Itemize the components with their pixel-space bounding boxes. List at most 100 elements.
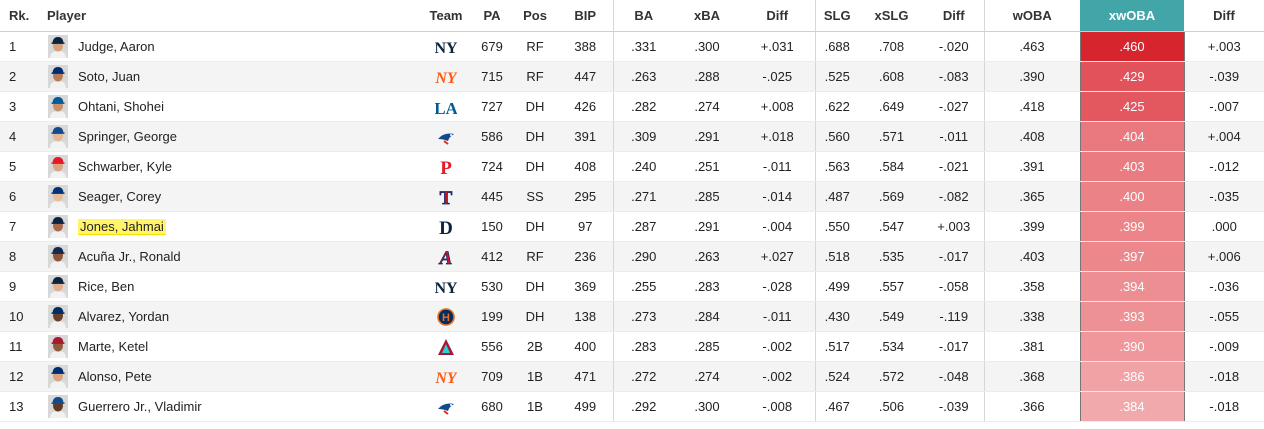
table-row[interactable]: 9 Rice, Ben NY 530 DH 369.255.283 -.028.499.55… [0, 271, 1264, 302]
player-name-link[interactable]: Alvarez, Yordan [78, 309, 170, 324]
table-row[interactable]: 5 Schwarber, Kyle P 724 DH 408.240.251 -.011.5… [0, 151, 1264, 182]
slg-cell: .518 [814, 241, 859, 272]
table-row[interactable]: 8 Acuña Jr., Ronald A 412 RF 236.290.263 +.027… [0, 241, 1264, 272]
rank-cell: 3 [0, 91, 47, 122]
player-name-link[interactable]: Alonso, Pete [78, 369, 152, 384]
col-ba[interactable]: BA [612, 0, 674, 32]
player-cell[interactable]: Marte, Ketel [47, 331, 420, 362]
col-player[interactable]: Player [47, 0, 420, 32]
pos-cell: DH [512, 271, 558, 302]
table-row[interactable]: 6 Seager, Corey T 445 SS 295.271.285 -.014.487… [0, 181, 1264, 212]
xslg-cell: .649 [859, 91, 924, 122]
player-cell[interactable]: Soto, Juan [47, 61, 420, 92]
xba-cell: .284 [674, 301, 740, 332]
player-name-link[interactable]: Schwarber, Kyle [78, 159, 172, 174]
player-cell[interactable]: Rice, Ben [47, 271, 420, 302]
player-name-link[interactable]: Judge, Aaron [78, 39, 155, 54]
braves-logo-icon[interactable]: A [435, 246, 457, 269]
rangers-logo-icon[interactable]: T [435, 186, 457, 209]
team-cell: H [420, 301, 472, 332]
table-row[interactable]: 11 Marte, Ketel 556 2B 400.283.285 -.002.517.… [0, 331, 1264, 362]
yankees-logo-icon[interactable]: NY [434, 276, 458, 298]
woba-cell: .399 [983, 211, 1080, 242]
woba-cell: .403 [983, 241, 1080, 272]
player-name-link[interactable]: Rice, Ben [78, 279, 135, 294]
col-woba[interactable]: wOBA [983, 0, 1080, 32]
tigers-logo-icon[interactable]: D [435, 216, 457, 239]
player-name-link[interactable]: Jones, Jahmai [78, 219, 166, 234]
team-cell: NY [420, 61, 472, 92]
astros-logo-icon[interactable]: H [435, 306, 457, 328]
table-row[interactable]: 7 Jones, Jahmai D 150 DH 97.287.291 -.004.550.… [0, 211, 1264, 242]
col-slg[interactable]: SLG [814, 0, 859, 32]
table-row[interactable]: 12 Alonso, Pete NY 709 1B 471.272.274 -.002.52… [0, 361, 1264, 392]
col-pos[interactable]: Pos [512, 0, 558, 32]
team-cell [420, 331, 472, 362]
col-woba-diff[interactable]: Diff [1184, 0, 1264, 32]
col-xba[interactable]: xBA [674, 0, 740, 32]
col-ba-diff[interactable]: Diff [740, 0, 815, 32]
player-name-link[interactable]: Seager, Corey [78, 189, 162, 204]
player-cell[interactable]: Seager, Corey [47, 181, 420, 212]
table-row[interactable]: 3 Ohtani, Shohei LA 727 DH 426.282.274 +.008.6… [0, 91, 1264, 122]
player-cell[interactable]: Alvarez, Yordan [47, 301, 420, 332]
table-row[interactable]: 10 Alvarez, Yordan H 199 DH 138.273.284 -.011.… [0, 301, 1264, 332]
diamondbacks-logo-icon[interactable] [435, 336, 457, 358]
table-row[interactable]: 1 Judge, Aaron NY 679 RF 388.331.300 +.031.688… [0, 31, 1264, 62]
bluejays-logo-icon[interactable] [435, 126, 457, 148]
ba-diff-cell: +.018 [740, 121, 815, 152]
ba-cell: .255 [612, 271, 674, 302]
slg-cell: .524 [814, 361, 859, 392]
player-cell[interactable]: Schwarber, Kyle [47, 151, 420, 182]
bluejays-logo-icon[interactable] [435, 396, 457, 418]
player-headshot-avatar [48, 395, 68, 418]
xwoba-cell: .393 [1079, 301, 1185, 332]
player-name-link[interactable]: Ohtani, Shohei [78, 99, 165, 114]
mets-logo-icon[interactable]: NY [434, 366, 458, 388]
yankees-logo-icon[interactable]: NY [434, 36, 458, 58]
woba-diff-cell: +.004 [1184, 121, 1264, 152]
phillies-logo-icon[interactable]: P [435, 156, 457, 179]
player-cell[interactable]: Jones, Jahmai [47, 211, 420, 242]
woba-cell: .368 [983, 361, 1080, 392]
ba-cell: .282 [612, 91, 674, 122]
col-rank[interactable]: Rk. [0, 0, 47, 32]
table-row[interactable]: 2 Soto, Juan NY 715 RF 447.263.288 -.025.525.6… [0, 61, 1264, 92]
player-cell[interactable]: Ohtani, Shohei [47, 91, 420, 122]
table-row[interactable]: 13 Guerrero Jr., Vladimir 680 1B 499.292.300… [0, 391, 1264, 422]
table-row[interactable]: 4 Springer, George 586 DH 391.309.291 +.018.5… [0, 121, 1264, 152]
slg-cell: .517 [814, 331, 859, 362]
col-pa[interactable]: PA [472, 0, 512, 32]
col-xslg[interactable]: xSLG [859, 0, 924, 32]
player-cell[interactable]: Springer, George [47, 121, 420, 152]
svg-text:D: D [439, 218, 453, 238]
col-team[interactable]: Team [420, 0, 472, 32]
player-name-link[interactable]: Guerrero Jr., Vladimir [78, 399, 202, 414]
woba-cell: .338 [983, 301, 1080, 332]
bip-cell: 408 [558, 151, 613, 182]
mets-logo-icon[interactable]: NY [434, 66, 458, 88]
team-cell [420, 391, 472, 422]
ba-cell: .272 [612, 361, 674, 392]
player-cell[interactable]: Judge, Aaron [47, 31, 420, 62]
xba-cell: .291 [674, 211, 740, 242]
player-name-link[interactable]: Soto, Juan [78, 69, 141, 84]
xwoba-cell: .394 [1079, 271, 1185, 302]
player-name-link[interactable]: Acuña Jr., Ronald [78, 249, 181, 264]
player-cell[interactable]: Alonso, Pete [47, 361, 420, 392]
dodgers-logo-icon[interactable]: LA [434, 96, 458, 118]
player-name-link[interactable]: Springer, George [78, 129, 178, 144]
col-bip[interactable]: BIP [558, 0, 613, 32]
ba-cell: .292 [612, 391, 674, 422]
woba-diff-cell: -.012 [1184, 151, 1264, 182]
slg-diff-cell: -.058 [924, 271, 984, 302]
player-cell[interactable]: Acuña Jr., Ronald [47, 241, 420, 272]
col-slg-diff[interactable]: Diff [924, 0, 984, 32]
player-name-link[interactable]: Marte, Ketel [78, 339, 149, 354]
col-xwoba[interactable]: xwOBA [1080, 0, 1184, 32]
player-cell[interactable]: Guerrero Jr., Vladimir [47, 391, 420, 422]
ba-diff-cell: -.002 [740, 331, 815, 362]
woba-cell: .381 [983, 331, 1080, 362]
xwoba-cell: .399 [1079, 211, 1185, 242]
rank-cell: 4 [0, 121, 47, 152]
